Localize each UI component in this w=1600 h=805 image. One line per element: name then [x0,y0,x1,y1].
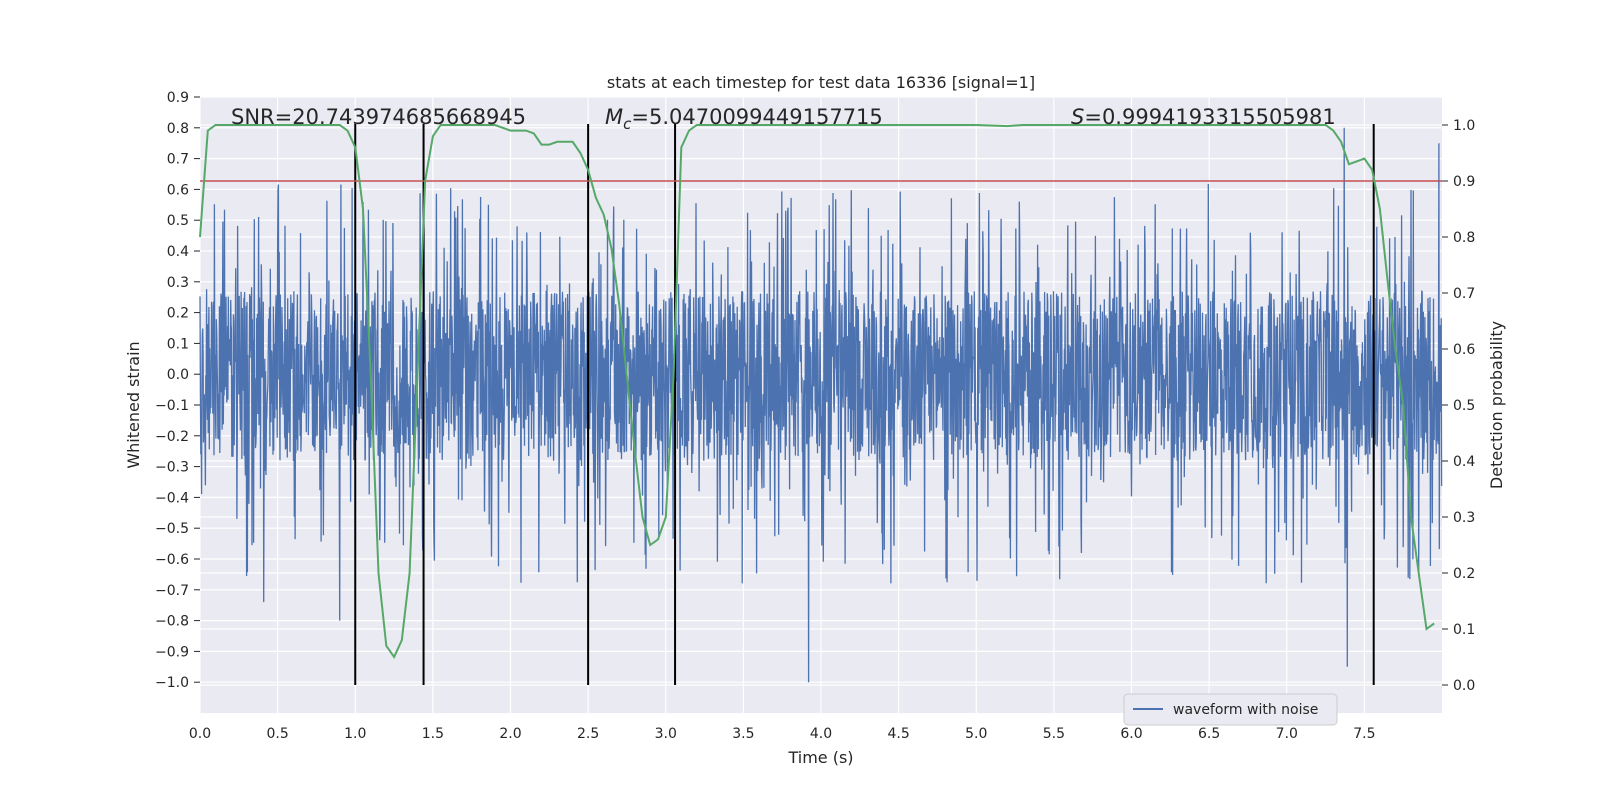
y-left-tick-label: 0.0 [167,367,189,383]
y-right-tick-label: 0.0 [1453,678,1475,694]
x-tick-label: 0.0 [189,726,211,742]
y-right-tick-label: 1.0 [1453,118,1475,134]
y-right-tick-label: 0.2 [1453,566,1475,582]
y-left-tick-label: 0.2 [167,306,189,322]
y-left-tick-label: −0.5 [155,521,189,537]
y-right-tick-label: 0.3 [1453,510,1475,526]
y-right-tick-label: 0.5 [1453,398,1475,414]
y-left-tick-label: 0.3 [167,275,189,291]
x-tick-label: 4.5 [887,726,909,742]
x-tick-label: 0.5 [266,726,288,742]
annotation-snr: SNR=20.743974685668945 [231,105,526,129]
y-left-axis-label: Whitened strain [124,341,143,468]
x-tick-label: 7.0 [1276,726,1298,742]
y-left-tick-label: −0.1 [155,398,189,414]
x-tick-label: 1.0 [344,726,366,742]
x-tick-label: 3.0 [655,726,677,742]
annotation-chirp-mass: Mc=5.0470099449157715 [605,105,883,133]
x-tick-label: 6.0 [1120,726,1142,742]
y-left-tick-label: −0.7 [155,583,189,599]
x-tick-label: 7.5 [1353,726,1375,742]
waveform-series [199,127,1443,683]
y-left-tick-label: −0.3 [155,460,189,476]
annotation-chirp-mass-subscript: c [623,115,632,133]
y-left-tick-label: −1.0 [155,675,189,691]
y-right-tick-label: 0.7 [1453,286,1475,302]
x-tick-label: 3.5 [732,726,754,742]
annotation-s-symbol: S [1071,105,1084,129]
x-tick-label: 5.0 [965,726,987,742]
annotation-s-value: =0.9994193315505981 [1084,105,1335,129]
y-left-tick-label: 0.5 [167,213,189,229]
x-tick-label: 4.0 [810,726,832,742]
y-left-tick-label: 0.4 [167,244,189,260]
y-left-tick-label: 0.1 [167,336,189,352]
y-right-tick-label: 0.9 [1453,174,1475,190]
y-right-tick-label: 0.6 [1453,342,1475,358]
chart-title: stats at each timestep for test data 163… [607,73,1035,92]
annotation-s: S=0.9994193315505981 [1071,105,1336,129]
y-right-tick-labels: 1.0 0.9 0.8 0.7 0.6 0.5 0.4 0.3 0.2 0.1 0.0 [1442,118,1475,694]
y-left-tick-label: 0.7 [167,152,189,168]
annotation-chirp-mass-symbol: M [605,105,623,129]
y-right-tick-label: 0.4 [1453,454,1475,470]
x-tick-label: 2.5 [577,726,599,742]
y-left-tick-label: −0.6 [155,552,189,568]
y-left-tick-label: 0.8 [167,121,189,137]
legend: waveform with noise [1123,693,1338,726]
y-left-tick-labels: 0.9 0.8 0.7 0.6 0.5 0.4 0.3 0.2 0.1 0.0 −0.1 −0.2 −0… [155,90,200,691]
annotation-chirp-mass-value: =5.0470099449157715 [631,105,882,129]
y-left-tick-label: −0.8 [155,614,189,630]
x-axis-label: Time (s) [787,748,853,767]
x-tick-label: 2.0 [499,726,521,742]
y-left-tick-label: 0.6 [167,182,189,198]
y-right-axis-label: Detection probability [1487,321,1506,489]
x-tick-labels: 0.0 0.5 1.0 1.5 2.0 2.5 3.0 3.5 4.0 4.5 5.0 5.5 6.0 6… [189,726,1376,742]
y-left-tick-label: −0.4 [155,490,189,506]
x-tick-label: 1.5 [422,726,444,742]
legend-label: waveform with noise [1173,702,1318,718]
legend-box [1123,693,1338,726]
y-left-tick-label: 0.9 [167,90,189,106]
x-tick-label: 6.5 [1198,726,1220,742]
y-left-tick-label: −0.9 [155,644,189,660]
y-right-tick-label: 0.8 [1453,230,1475,246]
x-tick-label: 5.5 [1043,726,1065,742]
detection-probability-series [199,124,1435,660]
y-left-tick-label: −0.2 [155,429,189,445]
y-right-tick-label: 0.1 [1453,622,1475,638]
